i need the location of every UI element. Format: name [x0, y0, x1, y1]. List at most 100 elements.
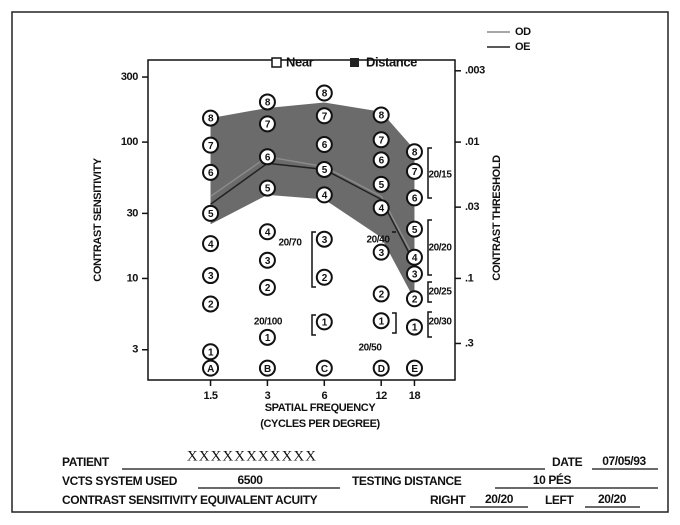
patch-label: 1	[208, 347, 214, 358]
form-label: PATIENT	[62, 455, 110, 469]
y2-axis-title: CONTRAST THRESHOLD	[491, 155, 503, 281]
patch-label: 8	[208, 114, 214, 125]
grating-patch	[315, 160, 333, 178]
form-label: CONTRAST SENSITIVITY EQUIVALENT ACUITY	[62, 493, 318, 507]
patch-label: 5	[412, 225, 418, 236]
grating-patch	[202, 163, 220, 181]
grating-patch	[405, 248, 423, 266]
form-label: VCTS SYSTEM USED	[62, 474, 178, 488]
acuity-brackets	[311, 147, 432, 338]
y2-tick-label: .1	[465, 272, 474, 284]
patch-label: 7	[322, 111, 328, 122]
patch-label: 5	[265, 184, 271, 195]
grating-patch	[202, 267, 220, 285]
patch-label: 3	[412, 270, 418, 281]
patch-label: 6	[379, 156, 385, 167]
grating-patch	[258, 93, 276, 111]
patch-label: 6	[208, 168, 214, 179]
y-tick-label: 3	[132, 344, 138, 356]
patch-label: 3	[208, 271, 214, 282]
grating-patch	[315, 313, 333, 331]
acuity-label: 20/20	[428, 243, 452, 254]
acuity-label: 20/15	[428, 170, 452, 181]
patch-label: 4	[379, 203, 385, 214]
form-value: 20/20	[485, 492, 514, 506]
acuity-label: 20/25	[428, 287, 452, 298]
patch-label: 4	[412, 253, 418, 264]
patch-label: 8	[379, 111, 385, 122]
form-label: DATE	[552, 455, 583, 469]
grating-patch	[258, 278, 276, 296]
x-axis-subtitle: (CYCLES PER DEGREE)	[260, 418, 380, 430]
acuity-label: 20/100	[254, 317, 283, 328]
x-tick-label: 1.5	[203, 390, 217, 402]
patch-label: B	[264, 364, 271, 375]
page-border	[11, 11, 669, 513]
y2-tick-label: .03	[465, 201, 479, 213]
grating-patch	[405, 318, 423, 336]
form-label: LEFT	[545, 493, 574, 507]
grating-patch	[372, 312, 390, 330]
y-tick-label: 10	[127, 272, 139, 284]
grating-patch	[202, 235, 220, 253]
patch-label: D	[378, 364, 385, 375]
grating-patch	[202, 359, 220, 377]
grating-patch	[372, 285, 390, 303]
patch-label: 5	[208, 209, 214, 220]
y2-tick-label: .01	[465, 136, 479, 148]
patch-label: 8	[412, 147, 418, 158]
grating-patch	[315, 359, 333, 377]
y2-tick-label: .003	[465, 65, 485, 77]
form-value: 07/05/93	[602, 454, 646, 468]
grating-patch	[258, 251, 276, 269]
patch-label: 3	[265, 256, 271, 267]
grating-patch	[315, 107, 333, 125]
grating-patch	[202, 343, 220, 361]
grating-patch	[202, 136, 220, 154]
y-tick-label: 30	[127, 207, 139, 219]
patch-label: 4	[265, 227, 271, 238]
grating-patch	[405, 290, 423, 308]
grating-patch	[258, 179, 276, 197]
patch-label: 5	[379, 180, 385, 191]
patch-label: 4	[208, 239, 214, 250]
grating-patch	[315, 84, 333, 102]
acuity-label: 20/40	[366, 235, 390, 246]
patch-label: 2	[208, 300, 214, 311]
grating-patch	[315, 186, 333, 204]
grating-patch	[258, 115, 276, 133]
grating-patch	[258, 223, 276, 241]
grating-patch	[372, 151, 390, 169]
grating-patch	[372, 106, 390, 124]
form-label: TESTING DISTANCE	[352, 474, 462, 488]
grating-patch	[202, 295, 220, 313]
patch-label: 2	[265, 283, 271, 294]
grating-patch	[372, 359, 390, 377]
grating-patch	[405, 143, 423, 161]
patch-label: E	[411, 364, 418, 375]
grating-patch	[258, 328, 276, 346]
grating-patch	[372, 243, 390, 261]
grating-patch	[315, 268, 333, 286]
y-tick-label: 300	[121, 71, 138, 83]
patch-label: 7	[265, 120, 271, 131]
patch-label: 1	[265, 333, 271, 344]
x-axis-title: SPATIAL FREQUENCY	[265, 402, 377, 414]
legend-label: Near	[286, 54, 314, 69]
legend-label: OE	[515, 41, 530, 53]
patch-label: 5	[322, 165, 328, 176]
grating-patch	[405, 359, 423, 377]
acuity-label: 20/30	[428, 317, 452, 328]
legend-label: OD	[515, 26, 531, 38]
grating-patch	[372, 131, 390, 149]
grating-patch	[372, 175, 390, 193]
patch-label: 2	[322, 273, 328, 284]
patch-label: 1	[412, 323, 418, 334]
patch-label: 4	[322, 191, 328, 202]
form-value: 20/20	[598, 492, 627, 506]
patch-label: 6	[265, 152, 271, 163]
x-tick-label: 3	[265, 390, 271, 402]
form-value: 6500	[237, 473, 263, 487]
form-value: XXXXXXXXXXX	[187, 448, 317, 464]
y2-tick-label: .3	[465, 337, 474, 349]
